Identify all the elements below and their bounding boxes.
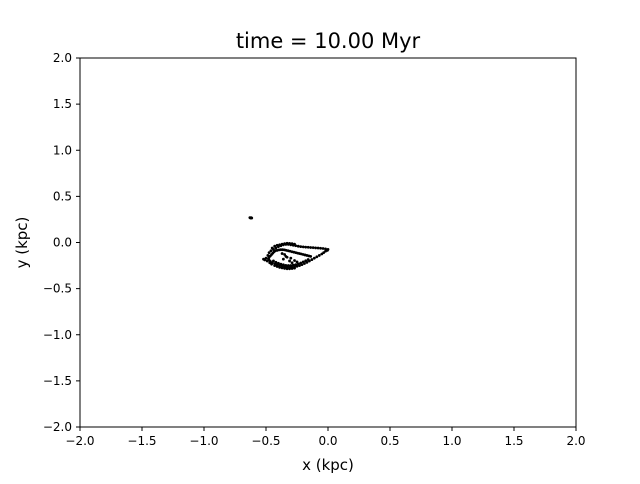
x-tick-label: −0.5 [251,434,280,448]
y-tick-label: 0.0 [53,236,72,250]
scatter-point [306,258,310,261]
y-axis-label: y (kpc) [13,217,31,269]
scatter-point [315,255,319,259]
scatter-point [270,262,273,266]
x-axis-ticks: −2.0 −1.5 −1.0 −0.5 0.0 0.5 1.0 1.5 2.0 [65,427,586,448]
scatter-point [317,254,321,257]
scatter-point [283,266,286,270]
scatter-point [299,261,303,265]
x-axis-label: x (kpc) [302,456,354,474]
scatter-point [270,246,274,250]
scatter-point [309,254,313,258]
scatter-point [291,263,295,267]
scatter-point [273,264,277,267]
scatter-point [278,243,282,247]
scatter-point [284,263,288,267]
scatter-point [275,265,279,268]
x-tick-label: −2.0 [65,434,94,448]
scatter-point [320,252,324,256]
scatter-point [278,266,282,269]
scatter-point [319,246,322,250]
scatter-point [267,251,271,255]
scatter-point [294,263,298,267]
chart-title: time = 10.00 Myr [236,29,421,53]
scatter-point [301,260,305,264]
x-tick-label: 1.5 [504,434,523,448]
scatter-point [304,259,308,263]
scatter-point [299,245,303,249]
scatter-point [312,256,316,260]
scatter-point [290,267,294,270]
scatter-point [288,242,291,245]
x-tick-label: −1.5 [127,434,156,448]
scatter-point [283,242,286,246]
scatter-point [296,244,300,248]
scatter-point [301,245,305,249]
scatter-point [265,259,269,263]
scatter-point [280,266,284,270]
scatter-point [304,245,308,249]
x-tick-label: 2.0 [566,434,585,448]
scatter-point [314,246,317,250]
scatter-point [285,255,289,259]
scatter-point [295,260,299,264]
y-tick-label: −2.0 [43,420,72,434]
y-tick-label: 1.0 [53,143,72,157]
y-tick-label: −1.5 [43,374,72,388]
scatter-point [293,242,296,246]
scatter-point [279,262,283,266]
scatter-point [250,216,254,220]
scatter-point [293,259,296,262]
scatter-point [272,259,275,263]
y-tick-label: −0.5 [43,282,72,296]
scatter-point [289,256,293,260]
scatter-point [293,266,296,270]
y-axis-ticks: −2.0 −1.5 −1.0 −0.5 0.0 0.5 1.0 1.5 2.0 [43,51,80,434]
scatter-point [296,262,300,266]
scatter-point [285,241,289,245]
scatter-points [248,216,330,271]
scatter-point [281,263,285,267]
x-tick-label: 1.0 [442,434,461,448]
scatter-point [275,243,279,247]
y-tick-label: 2.0 [53,51,72,65]
scatter-point [277,261,280,265]
scatter-point [311,246,315,250]
scatter-point [290,242,294,246]
scatter-point [280,252,284,255]
scatter-point [316,246,320,250]
x-tick-label: 0.5 [380,434,399,448]
plot-frame [79,57,577,428]
scatter-point [306,245,310,249]
scatter-point [309,246,313,249]
scatter-point [281,257,285,261]
y-tick-label: 1.5 [53,97,72,111]
scatter-point [285,267,289,271]
x-tick-label: 0.0 [318,434,337,448]
scatter-point [269,249,273,253]
y-tick-label: 0.5 [53,189,72,203]
scatter-point [310,258,314,261]
scatter-point [288,259,291,263]
scatter-point [280,242,284,246]
scatter-point [288,267,291,271]
y-tick-label: −1.0 [43,328,72,342]
scatter-point [289,264,293,267]
scatter-point [274,260,278,264]
scatter-point [273,244,277,248]
scatter-point [286,264,290,267]
scatter-point [290,261,294,265]
scatter-point [321,247,325,250]
scatter-point [263,258,267,262]
x-tick-label: −1.0 [189,434,218,448]
